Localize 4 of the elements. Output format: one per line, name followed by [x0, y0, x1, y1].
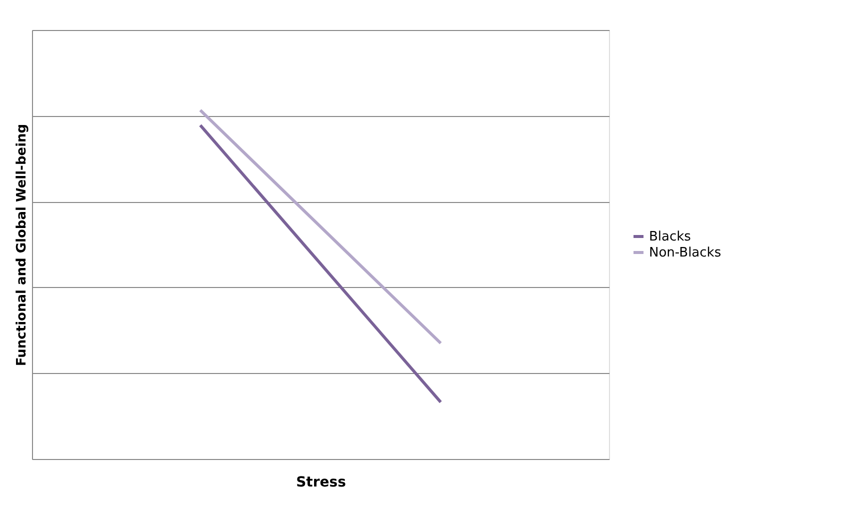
x-axis-title: Stress	[296, 474, 346, 490]
legend-label: Non-Blacks	[649, 246, 722, 260]
legend-label: Blacks	[649, 230, 692, 244]
y-axis-title: Functional and Global Well-being	[14, 124, 30, 366]
